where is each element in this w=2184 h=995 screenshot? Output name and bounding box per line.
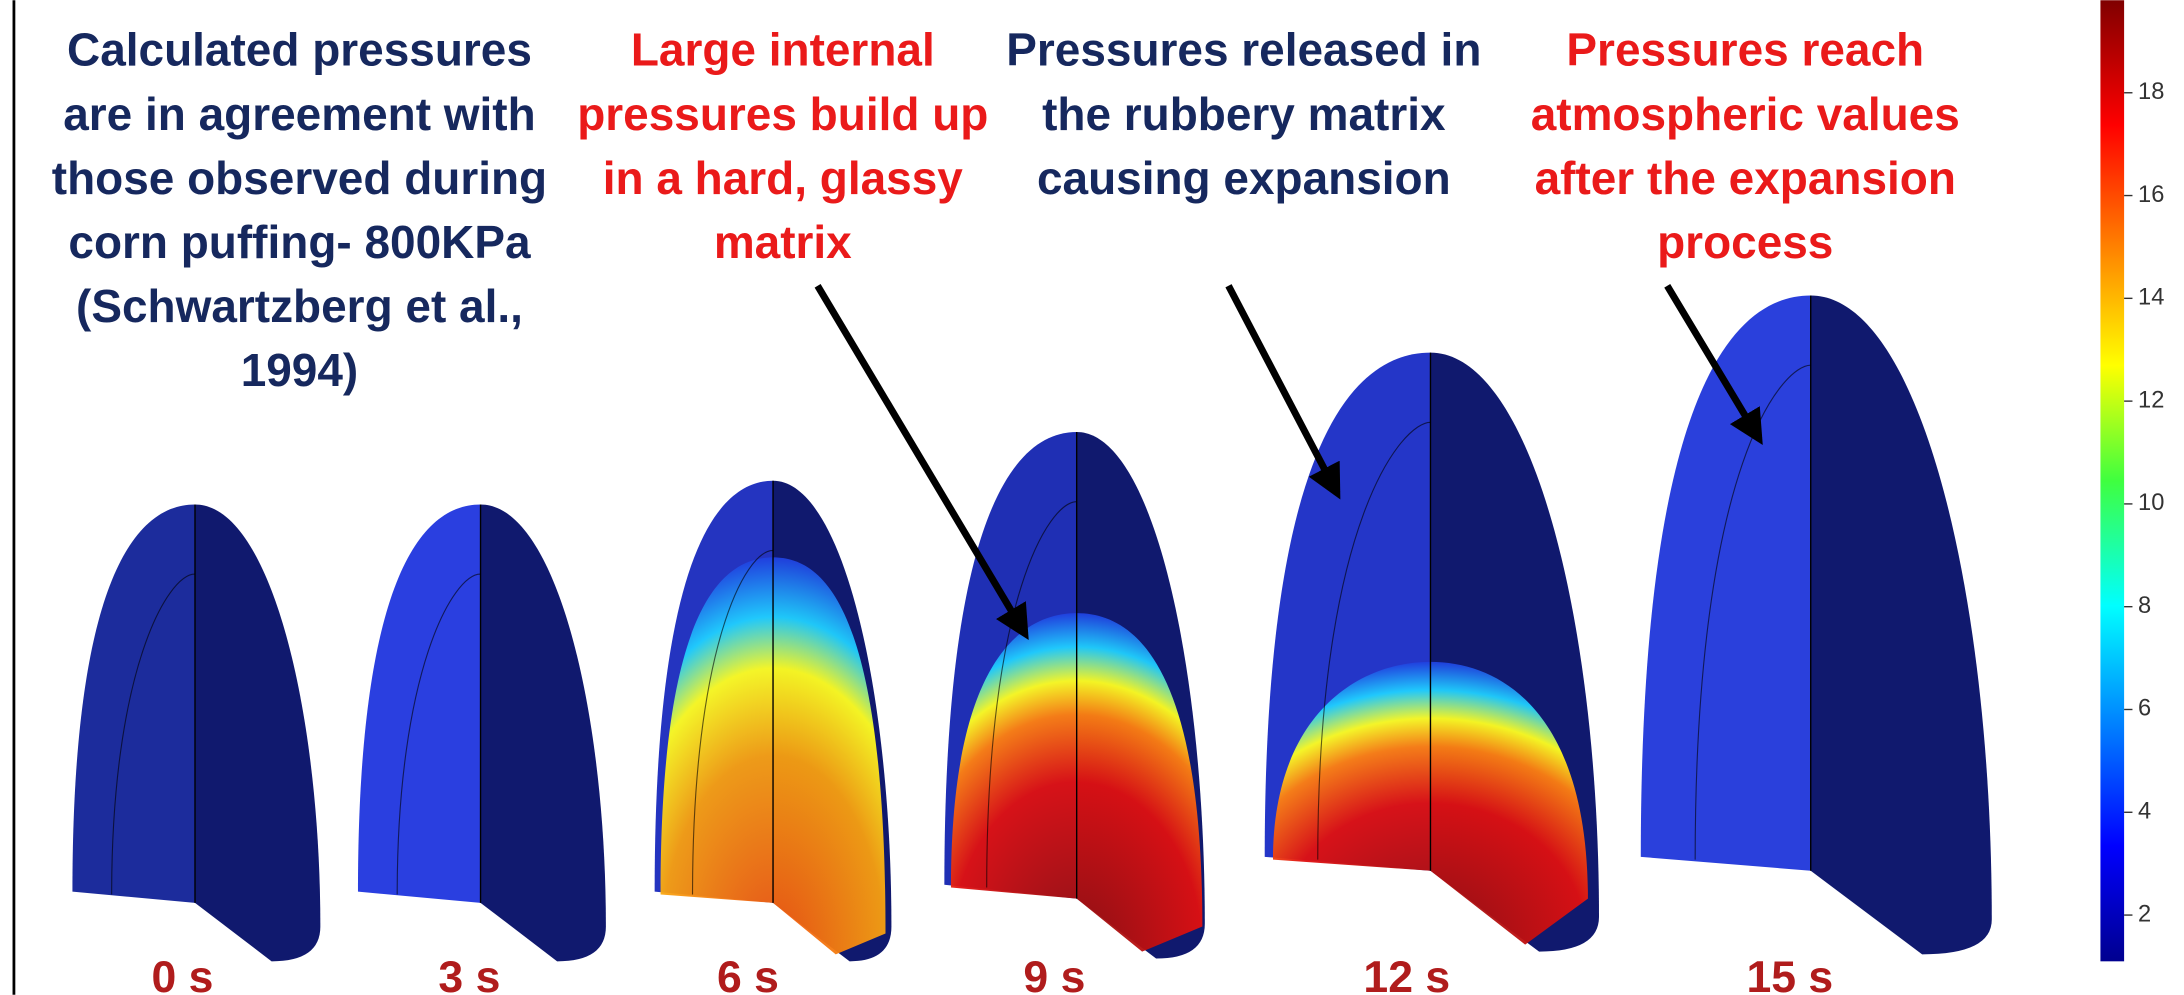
colorbar-tick-label: 8 xyxy=(2138,593,2151,619)
colorbar xyxy=(2100,0,2124,961)
annotation-line: corn puffing- 800KPa xyxy=(68,216,531,268)
colorbar-tick-label: 6 xyxy=(2138,696,2151,722)
colorbar-tick-label: 14 xyxy=(2138,285,2164,311)
page: {"annotations": [ {"lines": ["Calculated… xyxy=(0,0,2184,995)
annotation-line: Calculated pressures xyxy=(67,24,532,76)
time-label: 0 s xyxy=(151,953,213,995)
shape-side xyxy=(195,504,320,961)
colorbar-tick-label: 12 xyxy=(2138,387,2164,413)
annotation-line: Large internal xyxy=(631,24,935,76)
shape-side xyxy=(1811,296,1992,955)
annotation-line: the rubbery matrix xyxy=(1042,88,1446,140)
annotation-line: Pressures reach xyxy=(1566,24,1924,76)
annotation-line: those observed during xyxy=(52,152,547,204)
shape-side xyxy=(481,504,606,961)
annotation-line: Pressures released in xyxy=(1006,24,1481,76)
annotation-line: (Schwartzberg et al., xyxy=(76,280,523,332)
time-label: 6 s xyxy=(717,953,779,995)
annotation-line: pressures build up xyxy=(577,88,988,140)
arrow xyxy=(1229,286,1338,494)
annotation-line: causing expansion xyxy=(1037,152,1451,204)
annotation-line: in a hard, glassy xyxy=(603,152,964,204)
colorbar-tick-label: 4 xyxy=(2138,799,2151,825)
annotation-line: 1994) xyxy=(241,344,359,396)
time-label: 12 s xyxy=(1363,953,1450,995)
time-label: 15 s xyxy=(1746,953,1833,995)
colorbar-tick-label: 2 xyxy=(2138,901,2151,927)
annotation-line: atmospheric values xyxy=(1531,88,1960,140)
simulation-shapes xyxy=(72,296,1991,962)
time-label: 3 s xyxy=(438,953,500,995)
annotation-line: process xyxy=(1657,216,1833,268)
colorbar-tick-label: 10 xyxy=(2138,490,2164,516)
colorbar-tick-label: 18 xyxy=(2138,79,2164,105)
annotation-line: matrix xyxy=(714,216,852,268)
shape-front xyxy=(72,504,195,902)
shape-front xyxy=(358,504,481,902)
figure: Calculated pressures are in agreement wit… xyxy=(0,0,2184,995)
annotation-line: are in agreement with xyxy=(63,88,535,140)
colorbar-tick-label: 16 xyxy=(2138,182,2164,208)
time-label: 9 s xyxy=(1023,953,1085,995)
annotation-line: after the expansion xyxy=(1535,152,1956,204)
